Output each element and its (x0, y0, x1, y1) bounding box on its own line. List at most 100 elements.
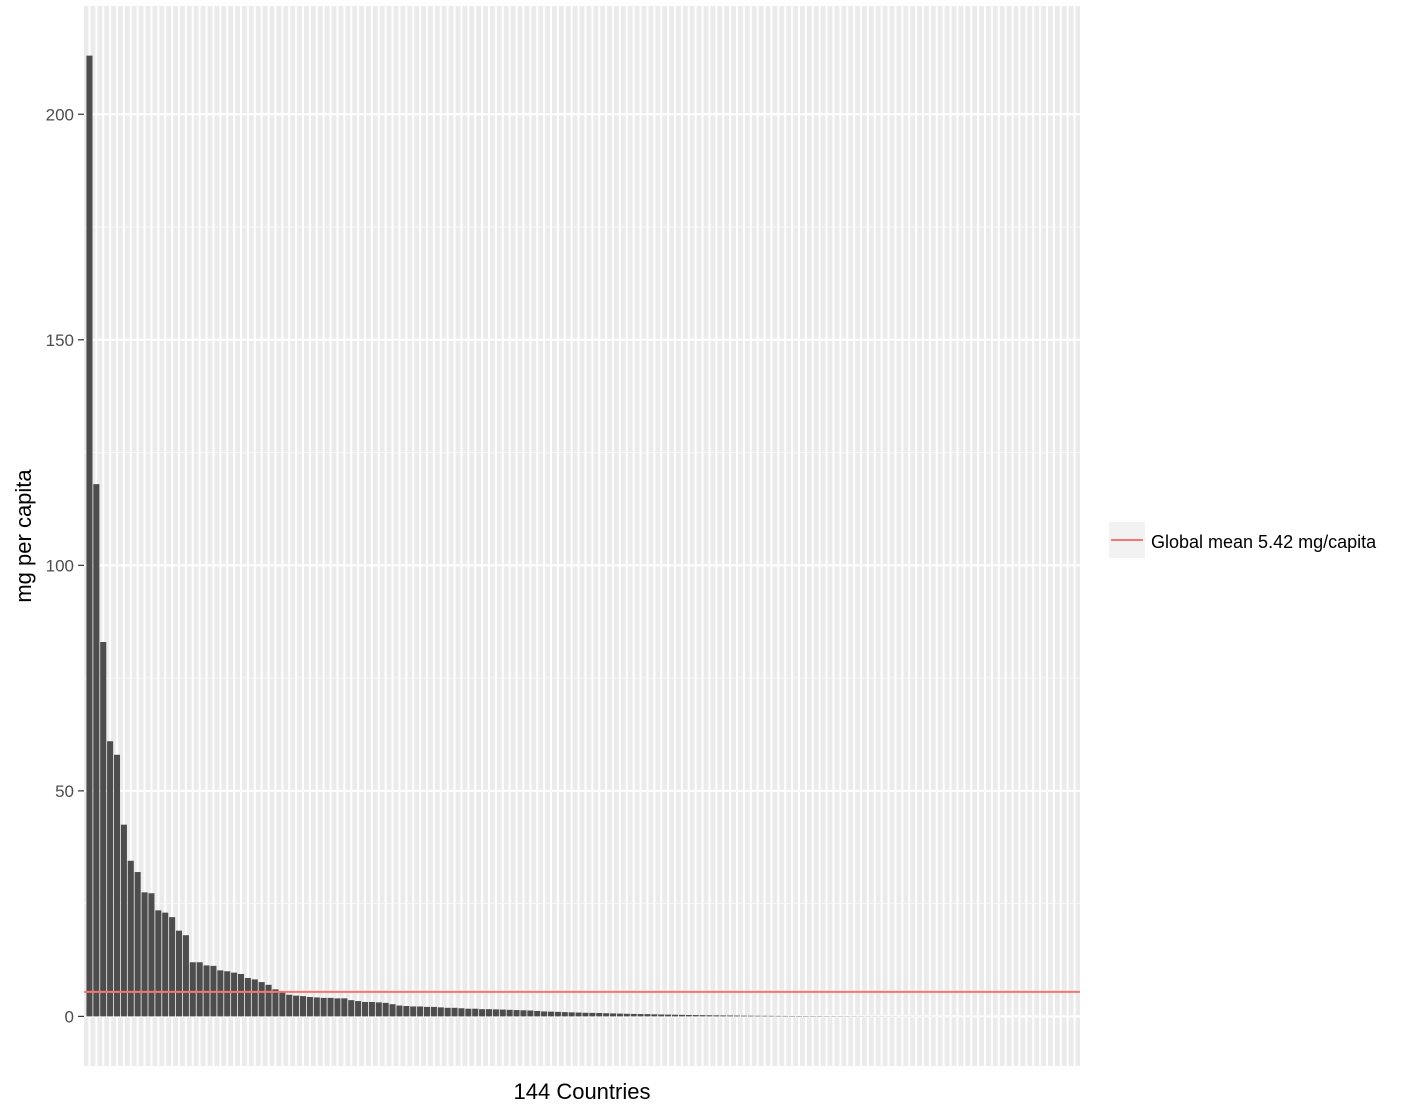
bar (383, 1003, 389, 1017)
bar (224, 971, 230, 1016)
bar (658, 1014, 664, 1016)
bar (100, 642, 106, 1016)
y-tick-label: 0 (65, 1007, 74, 1026)
bar (93, 484, 99, 1016)
bar (204, 965, 210, 1016)
bar (741, 1016, 747, 1017)
bar (713, 1015, 719, 1016)
bar (603, 1013, 609, 1016)
bar (755, 1016, 761, 1017)
bar (438, 1007, 444, 1016)
bar (135, 872, 141, 1016)
bar (520, 1010, 526, 1016)
bar (121, 825, 127, 1017)
bar (334, 998, 340, 1016)
x-axis-title: 144 Countries (514, 1079, 651, 1104)
bar (272, 989, 278, 1016)
bar (582, 1013, 588, 1017)
bar (355, 1001, 361, 1016)
bar (259, 982, 265, 1016)
bar (300, 996, 306, 1016)
bar (527, 1011, 533, 1017)
bar (768, 1016, 774, 1017)
y-tick-label: 50 (55, 782, 74, 801)
bar (452, 1008, 458, 1017)
bar (403, 1006, 409, 1016)
bar (644, 1014, 650, 1016)
bar (576, 1013, 582, 1017)
bar (245, 978, 251, 1016)
bar (293, 996, 299, 1017)
bar (252, 979, 258, 1016)
bar (693, 1015, 699, 1016)
bar (314, 997, 320, 1016)
bar (348, 1000, 354, 1016)
bar (197, 962, 203, 1016)
bar (686, 1015, 692, 1016)
bar (266, 985, 272, 1017)
bar (321, 998, 327, 1016)
legend: Global mean 5.42 mg/capita (1109, 522, 1377, 558)
bar (431, 1007, 437, 1016)
bar (445, 1008, 451, 1017)
bar (700, 1015, 706, 1016)
y-tick-label: 100 (46, 556, 74, 575)
bar (596, 1013, 602, 1016)
bar (638, 1014, 644, 1016)
bar (128, 861, 134, 1017)
bar (176, 931, 182, 1017)
bar (369, 1002, 375, 1016)
bar (672, 1015, 678, 1017)
bar (231, 973, 237, 1017)
bar (610, 1013, 616, 1016)
bar (417, 1006, 423, 1016)
bar (479, 1009, 485, 1016)
bar (500, 1010, 506, 1017)
bar (589, 1013, 595, 1017)
bar (631, 1014, 637, 1016)
bar (162, 913, 168, 1017)
y-axis: 0 50 100 150 200 (46, 105, 84, 1026)
bar (651, 1014, 657, 1016)
bar (107, 741, 113, 1016)
bar (362, 1002, 368, 1016)
bar (762, 1016, 768, 1017)
bar (217, 970, 223, 1016)
bar (458, 1008, 464, 1016)
bar (679, 1015, 685, 1017)
bar (624, 1014, 630, 1017)
bar (514, 1010, 520, 1016)
bar (155, 910, 161, 1016)
bar (493, 1009, 499, 1016)
bar (286, 995, 292, 1017)
bar (341, 998, 347, 1016)
bar (86, 56, 92, 1017)
bar (190, 962, 196, 1016)
bar (486, 1009, 492, 1016)
y-tick-label: 150 (46, 331, 74, 350)
bar (465, 1009, 471, 1017)
y-axis-title: mg per capita (11, 469, 36, 603)
bar (279, 991, 285, 1016)
bar (569, 1012, 575, 1016)
bar (548, 1012, 554, 1017)
bar (562, 1012, 568, 1016)
bar (748, 1016, 754, 1017)
bar (665, 1015, 671, 1017)
bar (148, 893, 154, 1016)
y-tick-label: 200 (46, 105, 74, 124)
bar (183, 935, 189, 1016)
bar (555, 1012, 561, 1017)
bar (142, 892, 148, 1016)
bar (534, 1011, 540, 1016)
bar (390, 1004, 396, 1016)
bar (410, 1006, 416, 1016)
bar (507, 1010, 513, 1017)
bar (328, 998, 334, 1016)
bar (169, 917, 175, 1016)
bar (727, 1015, 733, 1016)
bar (617, 1014, 623, 1017)
bar (376, 1002, 382, 1016)
bar (307, 997, 313, 1016)
